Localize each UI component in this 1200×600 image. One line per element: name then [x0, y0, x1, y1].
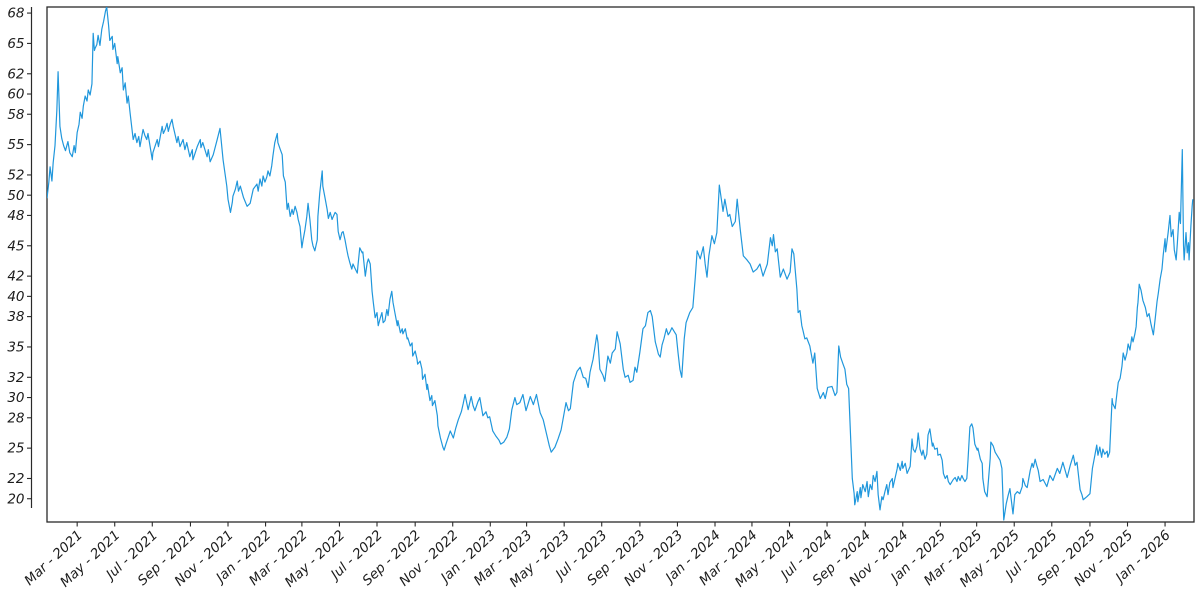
y-tick-label: 22: [7, 471, 24, 487]
y-tick-label: 50: [7, 188, 24, 204]
price-line-series: [47, 7, 1194, 521]
y-axis: 20 22 25 28 30 32 35 38 40 42 45 48 50 52 55 58 60 62 65 68: [7, 6, 33, 508]
y-tick-label: 48: [7, 208, 24, 224]
y-tick-label: 32: [7, 370, 24, 386]
y-tick-label: 60: [7, 87, 24, 103]
y-tick-label: 62: [7, 66, 24, 82]
y-tick-label: 30: [7, 390, 24, 406]
y-tick-label: 42: [7, 269, 24, 285]
y-tick-label: 25: [7, 441, 24, 457]
y-tick-label: 20: [7, 491, 24, 507]
y-tick-label: 45: [7, 238, 24, 254]
y-tick-label: 58: [7, 107, 24, 123]
y-tick-label: 40: [7, 289, 24, 305]
y-tick-label: 52: [7, 168, 24, 184]
y-tick-label: 68: [7, 6, 24, 22]
y-tick-label: 65: [7, 36, 24, 52]
y-tick-label: 35: [7, 340, 24, 356]
y-tick-label: 55: [7, 137, 24, 153]
y-tick-label: 28: [7, 410, 24, 426]
plot-border: [46, 6, 1195, 523]
y-tick-label: 38: [7, 309, 24, 325]
